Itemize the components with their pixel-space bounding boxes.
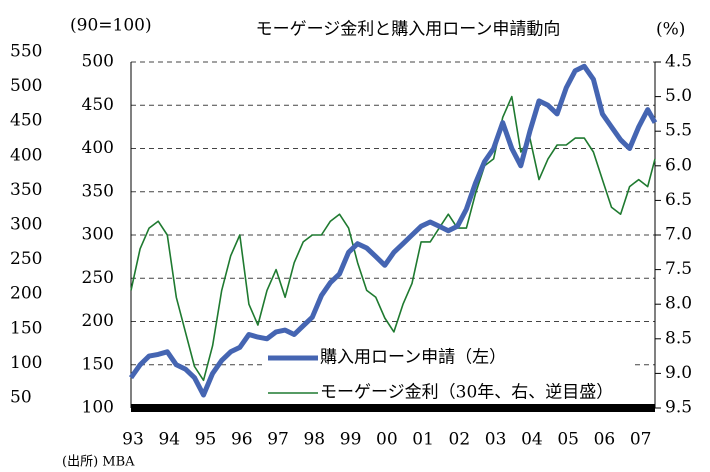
chart-title: モーゲージ金利と購入用ローン申請動向 <box>256 20 561 40</box>
y2-tick-label: 4.5 <box>665 52 692 72</box>
y-tick-label: 450 <box>82 95 114 115</box>
y2-tick-label: 7.5 <box>665 259 692 279</box>
legend-label: 購入用ローン申請（左） <box>320 348 506 368</box>
y3-tick-label: 250 <box>10 249 42 269</box>
y3-tick-label: 300 <box>10 215 42 235</box>
y-axis-title: (90=100) <box>70 16 152 36</box>
y2-tick-label: 5.0 <box>665 86 692 106</box>
y3-tick-label: 200 <box>10 284 42 304</box>
legend-box <box>266 345 632 401</box>
y2-tick-label: 8.5 <box>665 328 692 348</box>
y-tick-label: 200 <box>82 311 114 331</box>
y-tick-label: 100 <box>82 398 114 418</box>
x-tick-label: 03 <box>485 430 507 450</box>
y3-tick-label: 150 <box>10 318 42 338</box>
x-tick-label: 99 <box>340 430 362 450</box>
series-line <box>128 63 658 398</box>
x-tick-label: 97 <box>267 430 289 450</box>
x-tick-label: 98 <box>303 430 325 450</box>
y-tick-label: 250 <box>82 268 114 288</box>
y3-tick-label: 100 <box>10 353 42 373</box>
y2-tick-label: 7.0 <box>665 225 692 245</box>
y-tick-label: 150 <box>82 354 114 374</box>
y2-tick-label: 6.0 <box>665 155 692 175</box>
y-tick-label: 400 <box>82 138 114 158</box>
y3-tick-label: 500 <box>10 76 42 96</box>
y-tick-label: 350 <box>82 181 114 201</box>
y3-tick-label: 350 <box>10 180 42 200</box>
x-tick-label: 96 <box>231 430 253 450</box>
x-tick-label: 01 <box>412 430 434 450</box>
x-tick-label: 93 <box>122 430 144 450</box>
x-tick-label: 95 <box>195 430 217 450</box>
y2-tick-label: 9.5 <box>665 398 692 418</box>
legend-label: モーゲージ金利（30年、右、逆目盛） <box>320 383 613 403</box>
x-tick-label: 94 <box>158 430 180 450</box>
y2-tick-label: 6.5 <box>665 190 692 210</box>
x-tick-label: 07 <box>630 430 652 450</box>
y-tick-label: 500 <box>82 52 114 72</box>
x-tick-label: 05 <box>557 430 579 450</box>
source-note: (出所) MBA <box>62 455 135 470</box>
y-tick-label: 300 <box>82 225 114 245</box>
y3-tick-label: 450 <box>10 111 42 131</box>
x-tick-label: 02 <box>449 430 471 450</box>
series-line <box>130 95 656 382</box>
y3-tick-label: 550 <box>10 42 42 62</box>
x-axis-bar <box>131 404 655 412</box>
x-tick-label: 04 <box>521 430 543 450</box>
y2-tick-label: 8.0 <box>665 294 692 314</box>
y3-tick-label: 400 <box>10 145 42 165</box>
y2-tick-label: 9.0 <box>665 363 692 383</box>
x-tick-label: 00 <box>376 430 398 450</box>
y2-axis-title: (%) <box>656 20 685 40</box>
y2-tick-label: 5.5 <box>665 121 692 141</box>
y3-tick-label: 50 <box>10 388 32 408</box>
x-tick-label: 06 <box>594 430 616 450</box>
